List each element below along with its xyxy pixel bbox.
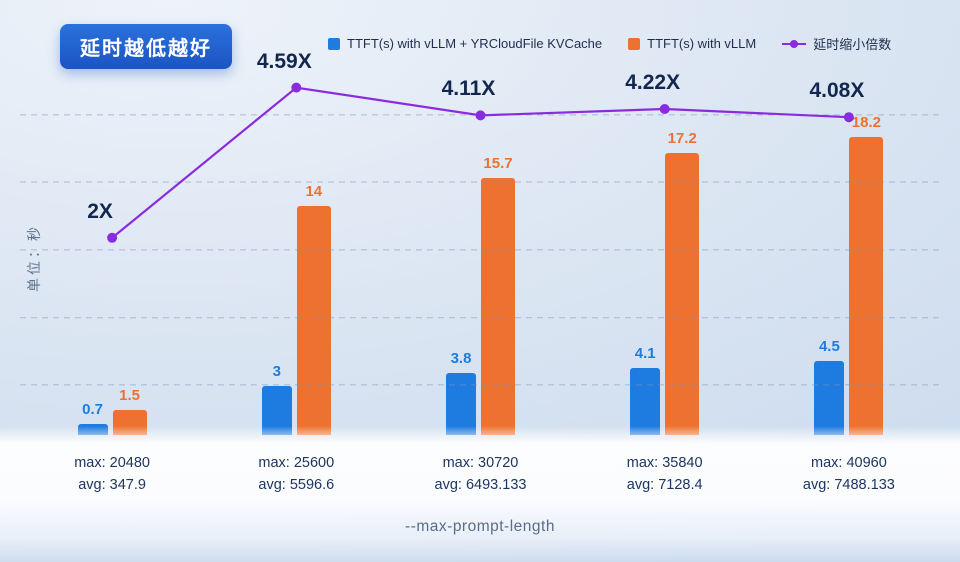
multiplier-label: 4.59X bbox=[256, 49, 312, 73]
bar-value-label: 4.1 bbox=[634, 344, 656, 362]
legend-label-kvcache: TTFT(s) with vLLM + YRCloudFile KVCache bbox=[347, 36, 603, 51]
bar-value-label: 14 bbox=[305, 182, 323, 200]
legend: TTFT(s) with vLLM + YRCloudFile KVCache … bbox=[328, 34, 891, 53]
multiplier-label: 4.08X bbox=[809, 79, 865, 103]
bar-vllm bbox=[849, 136, 884, 435]
bar-value-label: 1.5 bbox=[119, 387, 141, 405]
category-avg-label: avg: 7128.4 bbox=[626, 477, 703, 493]
line-dot-swatch-icon bbox=[782, 39, 807, 49]
multiplier-label: 2X bbox=[87, 199, 113, 223]
category-max-label: max: 25600 bbox=[258, 455, 335, 471]
category-label: max: 35840 avg: 7128.4 bbox=[627, 452, 703, 496]
multiplier-label: 4.11X bbox=[441, 77, 496, 101]
category-label: max: 40960 avg: 7488.133 bbox=[803, 452, 895, 496]
multiplier-label: 4.22X bbox=[625, 71, 681, 94]
bar-value-label: 15.7 bbox=[483, 154, 513, 172]
category-label: max: 30720 avg: 6493.133 bbox=[435, 452, 527, 496]
legend-item-vllm: TTFT(s) with vLLM bbox=[628, 36, 756, 51]
plot-area: 0.7 3 3.8 4.1 4.5 1.5 14 15.7 17.2 18.2 2X 4.59X 4.1… bbox=[20, 50, 941, 435]
category-avg-label: avg: 5596.6 bbox=[258, 477, 335, 493]
multiplier-point bbox=[107, 232, 118, 243]
category-avg-label: avg: 347.9 bbox=[78, 477, 146, 493]
legend-item-kvcache: TTFT(s) with vLLM + YRCloudFile KVCache bbox=[328, 36, 602, 51]
bar-kvcache bbox=[814, 361, 845, 435]
category-avg-label: avg: 6493.133 bbox=[434, 477, 527, 493]
legend-item-multiplier: 延时缩小倍数 bbox=[782, 34, 891, 53]
multiplier-point bbox=[475, 110, 486, 121]
category-max-label: max: 35840 bbox=[626, 455, 703, 471]
bar-value-label: 4.5 bbox=[818, 338, 840, 356]
category-avg-label: avg: 7488.133 bbox=[802, 477, 895, 493]
category-max-label: max: 30720 bbox=[442, 455, 519, 471]
bar-value-label: 18.2 bbox=[851, 113, 881, 131]
legend-label-multiplier: 延时缩小倍数 bbox=[813, 37, 892, 52]
vllm-swatch-icon bbox=[628, 37, 641, 50]
bar-value-label: 0.7 bbox=[82, 400, 104, 418]
bar-vllm bbox=[296, 205, 331, 435]
bar-value-label: 3 bbox=[272, 362, 281, 380]
category-max-label: max: 40960 bbox=[810, 455, 887, 471]
x-axis-label: --max-prompt-length bbox=[405, 518, 555, 535]
category-label: max: 25600 avg: 5596.6 bbox=[258, 452, 334, 496]
category-max-label: max: 20480 bbox=[74, 455, 150, 471]
kvcache-swatch-icon bbox=[328, 37, 340, 50]
multiplier-point bbox=[659, 104, 670, 114]
legend-label-vllm: TTFT(s) with vLLM bbox=[647, 36, 757, 51]
multiplier-line bbox=[111, 86, 849, 239]
multiplier-point bbox=[291, 82, 302, 93]
bar-vllm bbox=[481, 177, 515, 435]
category-label: max: 20480 avg: 347.9 bbox=[74, 452, 150, 496]
bar-value-label: 17.2 bbox=[667, 130, 697, 148]
bar-kvcache bbox=[630, 367, 661, 435]
note-badge: 延时越低越好 bbox=[60, 24, 232, 69]
bar-value-label: 3.8 bbox=[450, 349, 472, 367]
multiplier-point bbox=[843, 112, 854, 123]
bar-kvcache bbox=[446, 372, 476, 435]
bar-vllm bbox=[665, 153, 700, 435]
line-series-svg bbox=[20, 82, 941, 386]
category-labels: max: 20480 avg: 347.9 max: 25600 avg: 5596.… bbox=[20, 452, 941, 504]
